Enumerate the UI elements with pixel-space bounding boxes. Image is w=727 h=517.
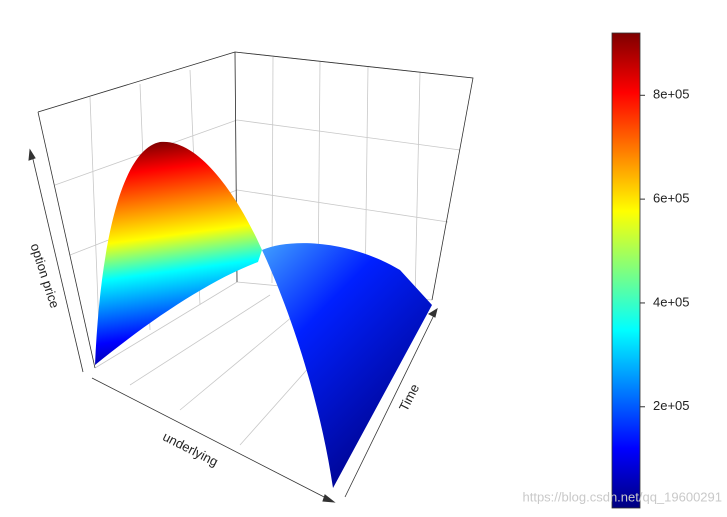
watermark: https://blog.csdn.net/qq_19600291 <box>523 489 723 504</box>
colorbar-tick-label: 6e+05 <box>653 191 690 206</box>
y-axis-label: Time <box>396 381 422 413</box>
colorbar-tick-label: 2e+05 <box>653 398 690 413</box>
x-axis-label: underlying <box>160 429 220 470</box>
colorbar-tick-label: 4e+05 <box>653 294 690 309</box>
axes <box>28 148 438 503</box>
colorbar <box>611 32 641 509</box>
colorbar-tick-label: 8e+05 <box>653 87 690 102</box>
surface <box>95 141 432 488</box>
z-axis-label: option price <box>27 241 62 310</box>
